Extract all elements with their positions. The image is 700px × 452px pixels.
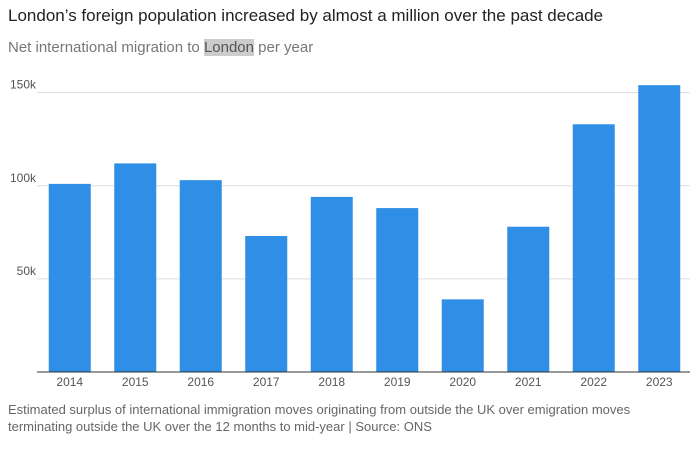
x-tick-label: 2018 xyxy=(318,375,345,389)
subtitle-text: per year xyxy=(254,39,314,56)
x-tick-label: 2016 xyxy=(187,375,214,389)
chart: 50k 100k 150k 2014 2015 2016 2017 2018 2019 2020 2… xyxy=(10,78,690,389)
x-tick-label: 2015 xyxy=(122,375,149,389)
bar xyxy=(245,236,288,372)
bar xyxy=(638,85,681,373)
bar xyxy=(310,196,353,372)
bar xyxy=(179,180,222,372)
x-tick-label: 2022 xyxy=(580,375,607,389)
chart-subtitle: Net international migration to London pe… xyxy=(8,39,313,56)
x-tick-label: 2021 xyxy=(515,375,542,389)
y-tick-label: 50k xyxy=(17,264,37,278)
bar xyxy=(441,299,484,372)
bar xyxy=(507,226,550,372)
chart-title: London’s foreign population increased by… xyxy=(8,6,604,25)
x-tick-label: 2019 xyxy=(384,375,411,389)
chart-note: Estimated surplus of international immig… xyxy=(8,402,631,434)
x-tick-label: 2023 xyxy=(646,375,673,389)
subtitle-highlight: London xyxy=(203,39,254,56)
bar xyxy=(572,124,615,372)
x-tick-label: 2017 xyxy=(253,375,280,389)
y-tick-label: 100k xyxy=(10,171,37,185)
x-tick-label: 2020 xyxy=(449,375,476,389)
y-tick-label: 150k xyxy=(10,78,37,92)
x-tick-label: 2014 xyxy=(56,375,83,389)
bar xyxy=(48,183,91,372)
subtitle-text: Net international migration to xyxy=(8,39,204,56)
bar xyxy=(114,163,157,372)
bar xyxy=(376,208,419,372)
